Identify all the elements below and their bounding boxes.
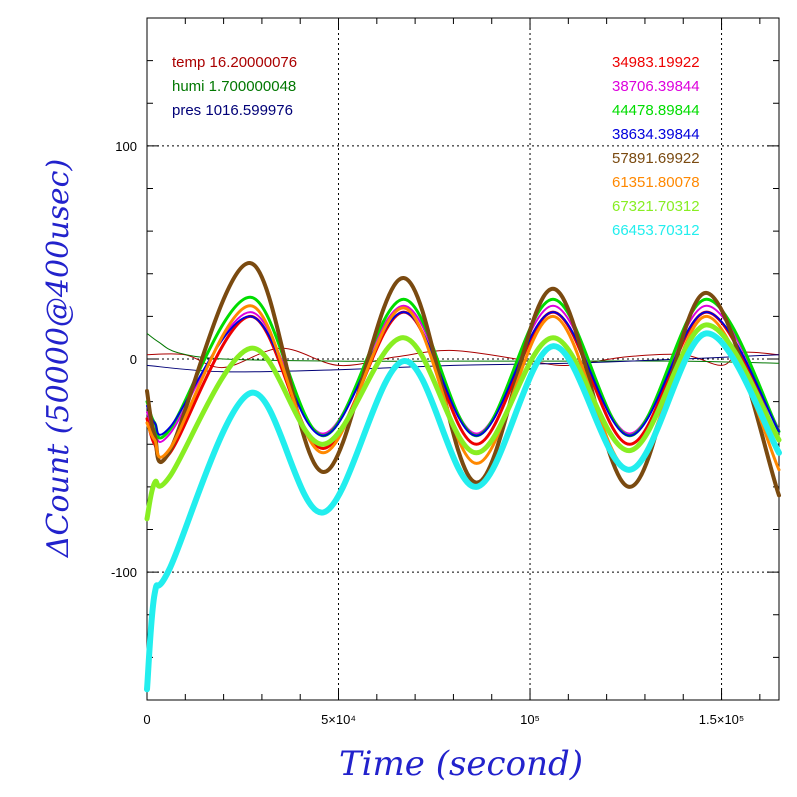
series-legend-entry: 67321.70312 xyxy=(612,198,700,215)
axis-ticks xyxy=(146,17,779,701)
x-tick-label: 1.5×10⁵ xyxy=(699,712,745,727)
x-axis-title: Time (second) xyxy=(339,744,583,784)
x-tick-label: 0 xyxy=(143,712,150,727)
series-lines xyxy=(144,261,782,693)
tick-labels: 0 5×10⁴ 10⁵ 1.5×10⁵ 100 0 -100 xyxy=(111,139,744,727)
x-tick-label: 5×10⁴ xyxy=(321,712,356,727)
series-legend-entry: 61351.80078 xyxy=(612,174,700,191)
series-line-7 xyxy=(144,330,782,693)
series-legend-entry: 44478.89844 xyxy=(612,102,700,119)
series-line-6 xyxy=(144,322,782,522)
env-legend: temp 16.20000076 humi 1.700000048 pres 101… xyxy=(172,54,297,119)
series-legend-entry: 57891.69922 xyxy=(612,150,700,167)
env-legend-entry: humi 1.700000048 xyxy=(172,78,296,95)
y-tick-label: 100 xyxy=(115,139,137,154)
series-line-4 xyxy=(145,261,781,498)
series-legend-entry: 38706.39844 xyxy=(612,78,700,95)
env-legend-entry: temp 16.20000076 xyxy=(172,54,297,71)
y-tick-label: -100 xyxy=(111,565,137,580)
y-axis-title: ΔCount (50000@400usec) xyxy=(41,159,76,558)
series-legend-entry: 38634.39844 xyxy=(612,126,700,143)
y-tick-label: 0 xyxy=(130,352,137,367)
series-legend: 34983.19922 38706.39844 44478.89844 38634.3… xyxy=(612,54,700,239)
env-legend-entry: pres 1016.599976 xyxy=(172,102,293,119)
x-tick-label: 10⁵ xyxy=(520,712,540,727)
series-legend-entry: 34983.19922 xyxy=(612,54,700,71)
series-legend-entry: 66453.70312 xyxy=(612,222,700,239)
